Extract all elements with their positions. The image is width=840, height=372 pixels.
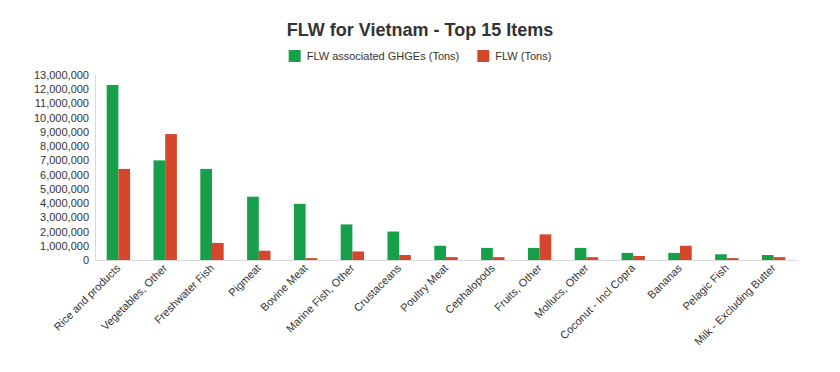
y-tick: 8,000,000 xyxy=(40,140,95,152)
x-tick-label: Fruits, Other xyxy=(492,261,544,313)
x-tick-label: Crustaceans xyxy=(351,261,404,314)
bar xyxy=(493,257,505,260)
y-tick-label: 7,000,000 xyxy=(40,154,89,166)
bar xyxy=(680,246,692,260)
bar xyxy=(762,255,774,260)
x-tick: Pigmeat xyxy=(226,260,263,299)
y-tick-label: 2,000,000 xyxy=(40,226,89,238)
bar xyxy=(481,248,493,260)
bar xyxy=(446,257,458,260)
bar xyxy=(528,248,540,260)
x-tick: Freshwater Fish xyxy=(152,260,216,326)
bar xyxy=(540,234,552,260)
y-tick: 10,000,000 xyxy=(34,112,95,124)
x-axis-line xyxy=(96,260,798,261)
y-tick: 6,000,000 xyxy=(40,169,95,181)
legend-label: FLW associated GHGEs (Tons) xyxy=(307,50,460,62)
y-axis: 0 1,000,000 2,000,000 3,000,000 4,000,000 5,0… xyxy=(34,69,96,266)
x-tick-label: Marine Fish, Other xyxy=(284,261,357,334)
bar xyxy=(154,160,166,260)
y-tick-label: 5,000,000 xyxy=(40,183,89,195)
y-tick: 11,000,000 xyxy=(35,97,95,109)
bar xyxy=(247,197,259,260)
x-tick-label: Poultry Meat xyxy=(398,262,450,314)
bar xyxy=(774,257,786,260)
x-tick: Milk - Excluding Butter xyxy=(692,260,778,348)
y-tick-label: 11,000,000 xyxy=(35,97,89,109)
bar xyxy=(622,253,634,260)
x-tick: Bovine Meat xyxy=(258,260,310,313)
legend-label: FLW (Tons) xyxy=(495,50,551,62)
bar xyxy=(715,254,727,260)
series xyxy=(118,134,785,260)
y-tick-label: 9,000,000 xyxy=(40,126,89,138)
bar xyxy=(341,224,353,260)
plot: 0 1,000,000 2,000,000 3,000,000 4,000,000 5,0… xyxy=(34,69,798,348)
bar xyxy=(434,246,446,260)
bar xyxy=(668,253,680,260)
y-tick: 5,000,000 xyxy=(40,183,95,195)
y-tick-label: 10,000,000 xyxy=(34,112,89,124)
series xyxy=(107,85,774,260)
x-tick-label: Coconut - Incl Copra xyxy=(558,261,638,341)
y-axis-line xyxy=(95,76,96,261)
legend-swatch xyxy=(477,50,489,62)
y-tick-label: 1,000,000 xyxy=(40,240,89,252)
bar xyxy=(200,169,212,260)
y-tick-label: 4,000,000 xyxy=(40,197,89,209)
bars xyxy=(107,85,786,260)
x-tick-label: Pigmeat xyxy=(226,262,263,299)
x-tick: Coconut - Incl Copra xyxy=(558,260,638,341)
bar xyxy=(212,243,224,260)
y-tick-label: 8,000,000 xyxy=(40,140,89,152)
y-tick-label: 13,000,000 xyxy=(34,69,89,81)
bar xyxy=(294,204,306,260)
y-tick-label: 3,000,000 xyxy=(40,211,89,223)
bar xyxy=(306,258,318,260)
x-tick-label: Cephalopods xyxy=(443,261,498,316)
x-tick: Marine Fish, Other xyxy=(284,260,357,335)
bar xyxy=(259,251,271,260)
y-tick: 12,000,000 xyxy=(34,83,95,95)
x-tick: Bananas xyxy=(645,260,685,301)
x-tick-label: Milk - Excluding Butter xyxy=(692,261,778,347)
bar xyxy=(118,169,130,260)
x-tick-label: Bananas xyxy=(645,261,685,301)
legend-item: FLW associated GHGEs (Tons) xyxy=(289,50,460,62)
legend-swatch xyxy=(289,50,301,62)
x-tick-label: Freshwater Fish xyxy=(152,262,216,326)
legend: FLW associated GHGEs (Tons) FLW (Tons) xyxy=(289,50,552,62)
y-tick: 2,000,000 xyxy=(40,226,95,238)
y-tick: 9,000,000 xyxy=(40,126,95,138)
x-tick: Cephalopods xyxy=(443,260,498,316)
x-tick: Pelagic Fish xyxy=(680,260,731,313)
x-tick-label: Pelagic Fish xyxy=(680,262,731,313)
bar xyxy=(575,248,587,260)
legend-item: FLW (Tons) xyxy=(477,50,551,62)
y-tick: 4,000,000 xyxy=(40,197,95,209)
y-tick: 13,000,000 xyxy=(34,69,95,81)
y-tick: 1,000,000 xyxy=(40,240,95,252)
bar xyxy=(399,255,411,260)
x-axis: Rice and productsVegetables, OtherFreshw… xyxy=(51,260,797,348)
x-tick: Poultry Meat xyxy=(398,260,450,314)
bar xyxy=(388,232,400,260)
bar xyxy=(107,85,119,260)
y-tick: 7,000,000 xyxy=(40,154,95,166)
y-tick-label: 6,000,000 xyxy=(40,169,89,181)
bar xyxy=(727,258,739,260)
chart: FLW for Vietnam - Top 15 Items 0 1,000,000… xyxy=(0,0,840,372)
bar xyxy=(633,256,645,260)
y-tick-label: 0 xyxy=(83,254,89,266)
y-tick-label: 12,000,000 xyxy=(34,83,89,95)
bar xyxy=(352,251,364,260)
x-tick: Crustaceans xyxy=(351,260,404,314)
x-tick-label: Bovine Meat xyxy=(258,262,310,314)
title: FLW for Vietnam - Top 15 Items xyxy=(287,20,553,40)
bar xyxy=(586,257,598,260)
y-tick: 0 xyxy=(83,254,95,266)
y-tick: 3,000,000 xyxy=(40,211,95,223)
bar xyxy=(165,134,177,260)
x-tick: Fruits, Other xyxy=(492,260,544,313)
